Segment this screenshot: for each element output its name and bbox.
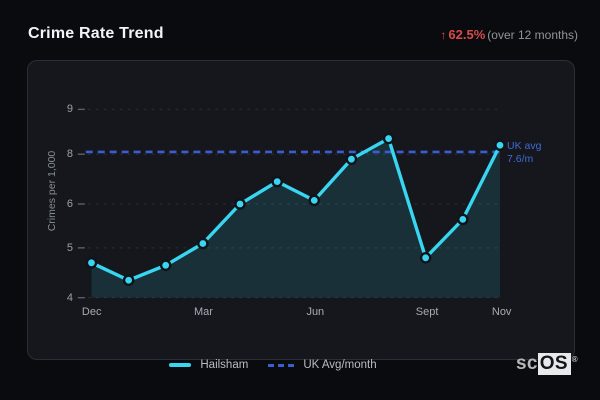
up-arrow-icon: ↑ [440,27,447,42]
x-tick-label: Nov [491,306,512,318]
legend-item-uk-avg[interactable]: UK Avg/month [303,359,377,371]
x-tick-label: Dec [81,306,102,318]
uk-avg-line-swatch [268,363,295,367]
x-tick-label: Jun [306,306,325,318]
data-point-6[interactable] [308,194,321,207]
data-point-8[interactable] [382,132,395,145]
chart-panel: Crimes per 1,000 9 8 6 5 4 Dec Mar Jun S… [27,60,575,360]
data-point-7[interactable] [345,153,358,165]
data-point-1[interactable] [122,274,135,287]
logo-prefix: sc [516,353,538,374]
hailsham-trend-line [89,136,502,282]
series-area-fill [91,138,500,298]
data-point-5[interactable] [271,175,283,188]
hailsham-line-swatch [169,363,192,367]
data-point-0[interactable] [85,257,98,269]
y-tick-label: 8 [66,147,73,160]
trend-line-chart[interactable] [28,61,574,359]
logo-suffix: OS [537,353,571,375]
registered-trademark-icon: ® [571,354,578,364]
trend-stat: ↑ 62.5% (over 12 months) [440,27,578,42]
x-tick-label: Sept [415,306,439,318]
stat-value: 62.5% [448,26,486,42]
scos-logo: sc OS ® [516,353,578,375]
page-title: Crime Rate Trend [28,25,164,42]
legend-item-hailsham[interactable]: Hailsham [200,359,249,371]
data-point-2[interactable] [159,259,172,272]
uk-avg-annotation: UK avg 7.6/m [507,140,541,166]
chart-legend: Hailsham UK Avg/month [27,357,519,373]
uk-avg-annotation-value: 7.6/m [507,153,534,165]
y-tick-label: 6 [66,197,73,210]
y-axis-label: Crimes per 1,000 [46,150,58,232]
y-tick-label: 5 [66,241,73,254]
data-point-3[interactable] [197,237,209,250]
data-point-10[interactable] [457,213,469,226]
data-point-4[interactable] [234,198,246,210]
data-point-9[interactable] [419,252,432,264]
y-tick-label: 4 [66,291,73,304]
card-header: Crime Rate Trend ↑ 62.5% (over 12 months) [28,20,578,48]
x-tick-label: Mar [194,306,213,318]
stat-context: (over 12 months) [487,27,578,42]
y-tick-label: 9 [66,102,73,115]
uk-avg-annotation-label: UK avg [507,140,542,152]
data-point-11[interactable] [494,139,506,152]
